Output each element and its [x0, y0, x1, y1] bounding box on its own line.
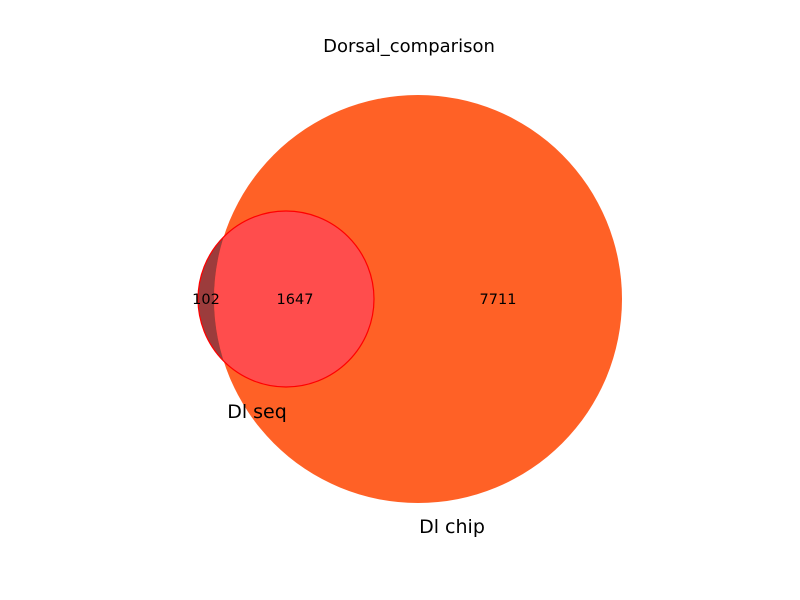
intersection-outline: [197, 210, 375, 388]
diagram-title: Dorsal_comparison: [323, 36, 495, 57]
dl-chip-circle: [214, 95, 622, 503]
dl-chip-label: Dl chip: [419, 516, 485, 538]
intersection-count: 1647: [277, 292, 314, 308]
dl-chip-only-count: 7711: [480, 292, 517, 308]
dl-seq-only-count: 102: [192, 292, 220, 308]
dl-seq-label: Dl seq: [227, 401, 287, 423]
